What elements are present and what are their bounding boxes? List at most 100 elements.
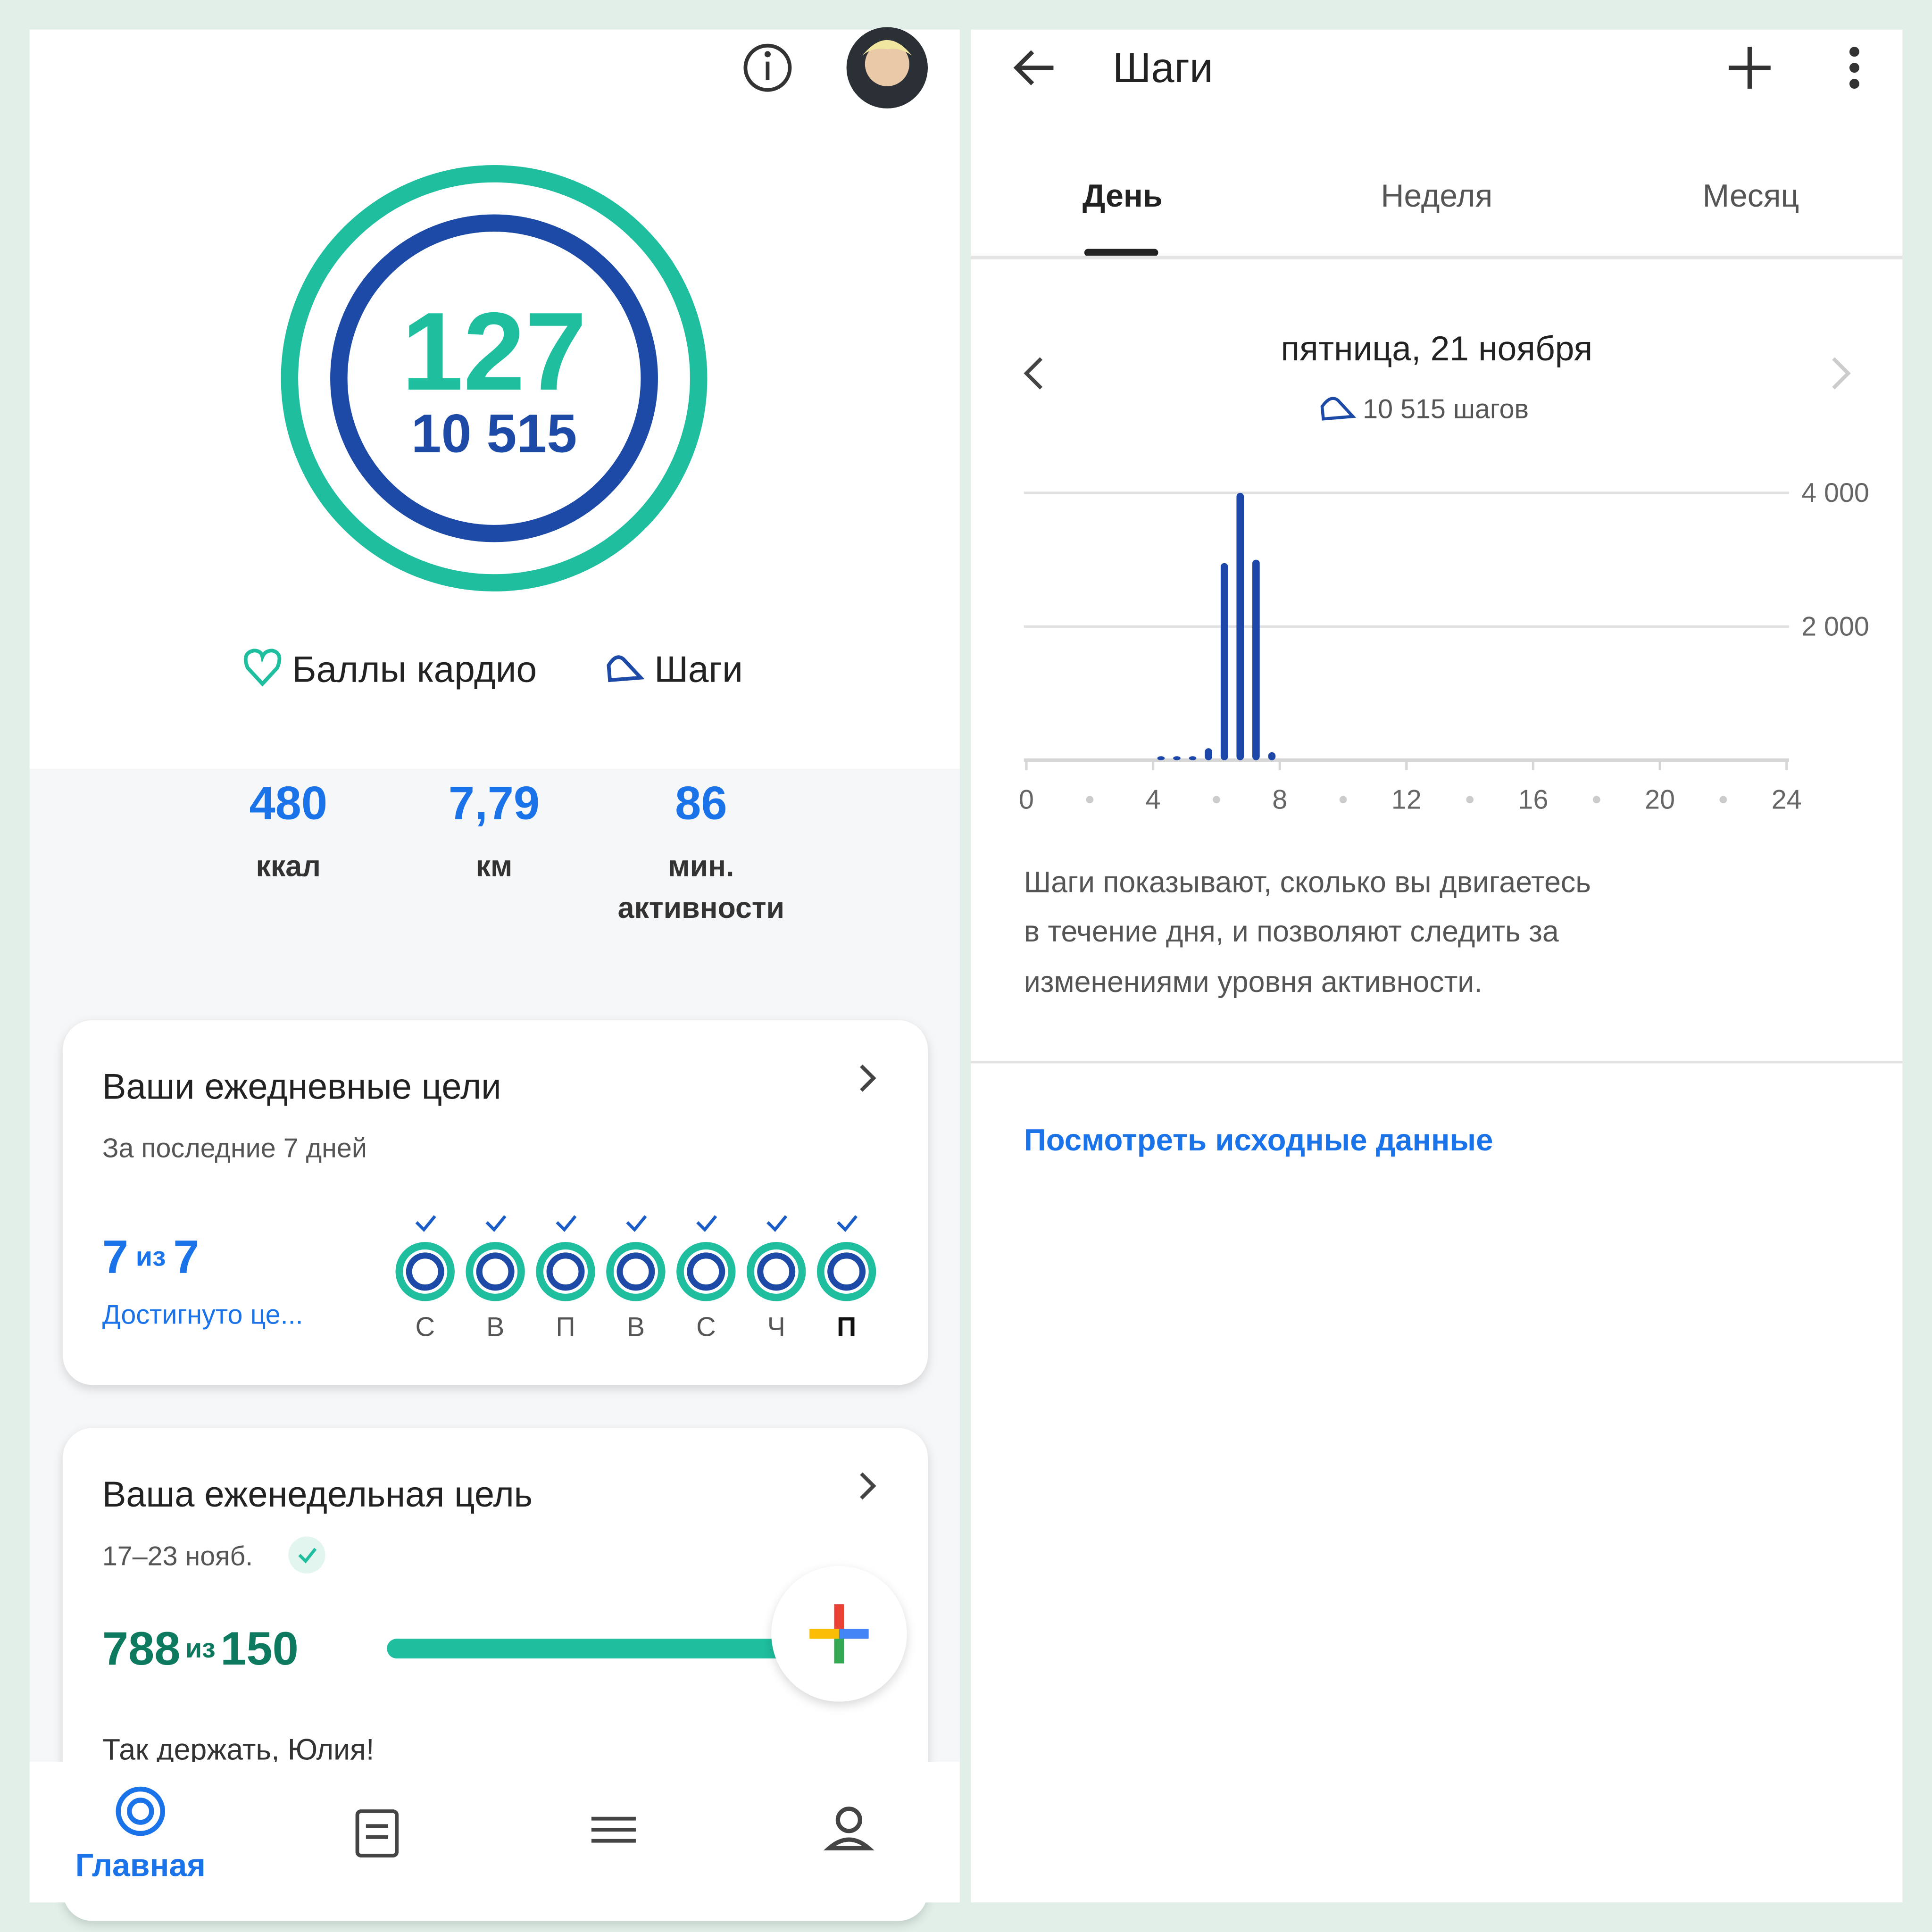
- x-tick-label: 24: [1772, 784, 1802, 815]
- x-tick-label: 8: [1272, 784, 1287, 815]
- legend-cardio: Баллы кардио: [292, 648, 537, 690]
- bar: [1173, 756, 1181, 760]
- chevron: [860, 1472, 876, 1500]
- bar: [1236, 492, 1244, 760]
- count: 7: [102, 1231, 128, 1283]
- stat-unit: ккал: [256, 849, 321, 883]
- day-ring-outer: [466, 1242, 525, 1301]
- x-minor-tick: [1592, 796, 1600, 804]
- stat-unit: км: [476, 849, 513, 883]
- check: [766, 1215, 788, 1232]
- day-ring-outer: [676, 1242, 736, 1301]
- day-ring-inner: [546, 1252, 585, 1291]
- back-button[interactable]: [1013, 50, 1054, 85]
- raw-data-link[interactable]: Посмотреть исходные данные: [1024, 1123, 1493, 1157]
- y-tick-label: 2 000: [1801, 611, 1869, 641]
- bar: [1205, 748, 1212, 760]
- x-tick-label: 16: [1518, 784, 1549, 815]
- check: [626, 1215, 647, 1232]
- bar: [1220, 563, 1228, 760]
- day-ring-outer: [816, 1242, 876, 1301]
- day-ring-inner: [616, 1252, 655, 1291]
- of: из: [136, 1241, 166, 1272]
- steps-total: 10 515 шагов: [1363, 394, 1529, 424]
- tab[interactable]: Месяц: [1703, 178, 1799, 214]
- card-title: Ваша еженедельная цель: [102, 1474, 533, 1515]
- x-minor-tick: [1339, 796, 1347, 804]
- nav-label: Главная: [75, 1848, 206, 1883]
- of: из: [185, 1633, 216, 1664]
- info-button[interactable]: [743, 43, 792, 92]
- weekly-count: 788 из 150: [102, 1623, 299, 1675]
- x-minor-tick: [1086, 796, 1094, 804]
- stat-unit: активности: [618, 891, 784, 924]
- check: [298, 1548, 317, 1564]
- day-label: Ч: [767, 1312, 785, 1342]
- day-label: В: [486, 1312, 504, 1342]
- day-label: С: [696, 1312, 716, 1342]
- card-subtitle: За последние 7 дней: [102, 1133, 367, 1164]
- chevron: [860, 1064, 876, 1092]
- day-label: П: [556, 1312, 575, 1342]
- bar: [1189, 756, 1197, 760]
- day-ring-inner: [476, 1252, 515, 1291]
- day-label: С: [415, 1312, 435, 1342]
- stat-value: 7,79: [449, 777, 540, 830]
- day-ring-inner: [757, 1252, 796, 1291]
- legend-steps: Шаги: [654, 648, 743, 690]
- x-tick-label: 20: [1645, 784, 1675, 815]
- add-entry[interactable]: [1728, 47, 1771, 89]
- steps-icon: [607, 655, 645, 683]
- card-title: Ваши ежедневные цели: [102, 1067, 501, 1107]
- steps-icon: [1320, 397, 1357, 421]
- tab[interactable]: Неделя: [1381, 178, 1492, 214]
- bottom-nav: [29, 1762, 960, 1903]
- total: 7: [173, 1231, 199, 1283]
- goal-count: 7 из 7: [102, 1231, 200, 1283]
- stat-value: 480: [249, 777, 327, 830]
- day-ring-inner: [827, 1252, 866, 1291]
- nav-journal[interactable]: [355, 1809, 399, 1857]
- y-tick-label: 4 000: [1801, 478, 1869, 508]
- bar: [1157, 756, 1165, 760]
- check: [837, 1215, 858, 1232]
- cardio-points: 127: [401, 289, 586, 413]
- next-day[interactable]: [1832, 357, 1851, 390]
- description: Шаги показывают, сколько вы двигаетесь: [1024, 866, 1591, 899]
- check: [485, 1215, 507, 1232]
- day-label: В: [627, 1312, 645, 1342]
- check: [556, 1215, 577, 1232]
- nav-home[interactable]: Главная: [75, 1786, 206, 1883]
- tab-indicator: [1084, 249, 1158, 257]
- check: [696, 1215, 717, 1232]
- x-tick-label: 12: [1391, 784, 1422, 815]
- steps-count: 10 515: [411, 404, 577, 464]
- x-minor-tick: [1213, 796, 1220, 804]
- add-button[interactable]: [771, 1566, 907, 1702]
- tab[interactable]: День: [1083, 178, 1163, 214]
- day-ring-inner: [406, 1252, 444, 1291]
- prev-day[interactable]: [1024, 357, 1043, 390]
- x-minor-tick: [1466, 796, 1474, 804]
- screen-title: Шаги: [1113, 44, 1213, 91]
- date: пятница, 21 ноября: [1281, 330, 1593, 368]
- left-top: [29, 29, 960, 769]
- activity-rings: [281, 165, 708, 591]
- x-minor-tick: [1719, 796, 1727, 804]
- day-ring-outer: [747, 1242, 806, 1301]
- right-panel: [971, 29, 1903, 1903]
- avatar[interactable]: [846, 27, 928, 108]
- day-ring-outer: [395, 1242, 455, 1301]
- day-ring-outer: [536, 1242, 595, 1301]
- check: [415, 1215, 436, 1232]
- stat-unit: мин.: [668, 849, 734, 883]
- more-menu[interactable]: [1849, 47, 1859, 89]
- day-ring-inner: [687, 1252, 725, 1291]
- nav-profile[interactable]: [823, 1807, 874, 1850]
- stat-value: 86: [675, 777, 727, 830]
- nav-browse[interactable]: [591, 1816, 636, 1843]
- week-dates: 17–23 нояб.: [102, 1541, 253, 1571]
- heart-icon: [243, 649, 282, 687]
